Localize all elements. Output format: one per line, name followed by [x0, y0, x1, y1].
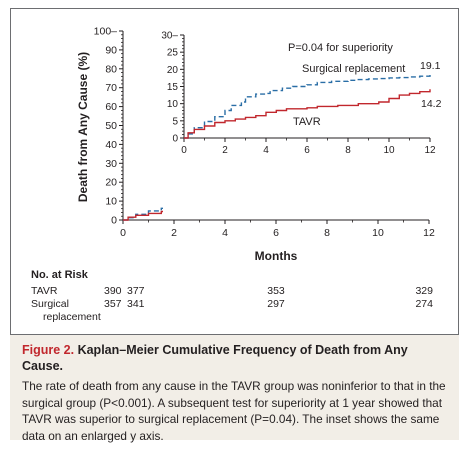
inset-y-tick-label: 10	[167, 99, 179, 110]
inset-y-tick-label: 25	[167, 48, 179, 59]
inset-chart: 0 5 10 15 20 25 30– 0 2 4 6 8 10 12 P=0.04 for superi…	[161, 31, 453, 217]
main-y-axis-label: Death from Any Cause (%)	[76, 52, 90, 202]
main-x-tick-label: 4	[222, 227, 228, 239]
caption-title: Figure 2. Kaplan–Meier Cumulative Freque…	[22, 342, 449, 374]
main-y-tick-label: 90	[105, 44, 117, 56]
main-y-tick-label: 80	[105, 63, 117, 75]
caption-figure-label: Figure 2.	[22, 343, 75, 357]
tavr-curve-inset	[184, 89, 431, 139]
risk-value-cell: 353	[267, 285, 285, 297]
risk-row-label: Surgical	[31, 298, 69, 310]
inset-surgical-end-label: 19.1	[420, 60, 441, 72]
inset-y-tick-label: 15	[167, 82, 179, 93]
main-x-tick-label: 6	[273, 227, 279, 239]
figure-caption: Figure 2. Kaplan–Meier Cumulative Freque…	[10, 334, 459, 443]
risk-row-label: TAVR	[31, 285, 58, 297]
main-y-tick-label: 70	[105, 82, 117, 94]
inset-x-tick-label: 2	[222, 145, 228, 156]
inset-surgical-series-label: Surgical replacement	[302, 63, 405, 75]
inset-x-tick-label: 4	[263, 145, 269, 156]
inset-tavr-series-label: TAVR	[293, 116, 321, 128]
inset-x-tick-label: 0	[181, 145, 187, 156]
inset-y-tick-label: 30–	[161, 31, 178, 42]
main-y-tick-label: 10	[105, 196, 117, 208]
risk-value-cell: 297	[267, 298, 285, 310]
risk-value-cell: 390	[104, 285, 122, 297]
main-x-tick-label: 2	[171, 227, 177, 239]
inset-x-tick-label: 8	[345, 145, 351, 156]
inset-y-tick-label: 5	[172, 116, 178, 127]
main-x-axis-label: Months	[255, 249, 298, 263]
main-y-tick-label: 50	[105, 120, 117, 132]
main-y-axis-label-group: Death from Any Cause (%)	[76, 52, 90, 202]
caption-figure-title: Kaplan–Meier Cumulative Frequency of Dea…	[22, 343, 408, 373]
main-y-tick-label: 40	[105, 139, 117, 151]
risk-row-label-line2: replacement	[43, 311, 101, 323]
risk-value-cell: 329	[415, 285, 433, 297]
risk-value-cell: 377	[127, 285, 145, 297]
inset-x-tick-label: 12	[424, 145, 436, 156]
inset-tavr-end-label: 14.2	[421, 98, 442, 110]
risk-value-cell: 357	[104, 298, 122, 310]
main-y-tick-label: 20	[105, 177, 117, 189]
risk-table-title: No. at Risk	[31, 269, 89, 281]
surgical-curve-inset	[184, 72, 431, 139]
inset-series-lines	[184, 72, 431, 139]
main-y-tick-label: 60	[105, 101, 117, 113]
inset-pvalue-annotation: P=0.04 for superiority	[288, 42, 393, 54]
main-x-tick-label: 0	[120, 227, 126, 239]
risk-table: No. at Risk TAVR Surgical replacement 39…	[31, 269, 433, 323]
main-x-tick-label: 12	[423, 227, 435, 239]
risk-values: 390 377 353 329 357 341 297 274	[104, 285, 433, 310]
main-y-tick-label: 100–	[94, 26, 118, 38]
main-y-tick-label: 30	[105, 158, 117, 170]
inset-x-tick-label: 6	[304, 145, 310, 156]
inset-axes: 0 5 10 15 20 25 30– 0 2 4 6 8 10 12	[161, 31, 436, 157]
main-x-tick-label: 10	[372, 227, 384, 239]
inset-y-tick-label: 20	[167, 65, 179, 76]
inset-y-tick-label: 0	[172, 134, 178, 145]
inset-background	[163, 31, 453, 217]
main-x-tick-label: 8	[324, 227, 330, 239]
main-chart: Death from Any Cause (%) Months 01020304…	[31, 26, 453, 323]
main-y-tick-label: 0	[111, 215, 117, 227]
caption-body: The rate of death from any cause in the …	[22, 379, 446, 443]
risk-value-cell: 341	[127, 298, 145, 310]
risk-value-cell: 274	[415, 298, 433, 310]
inset-x-tick-label: 10	[383, 145, 395, 156]
